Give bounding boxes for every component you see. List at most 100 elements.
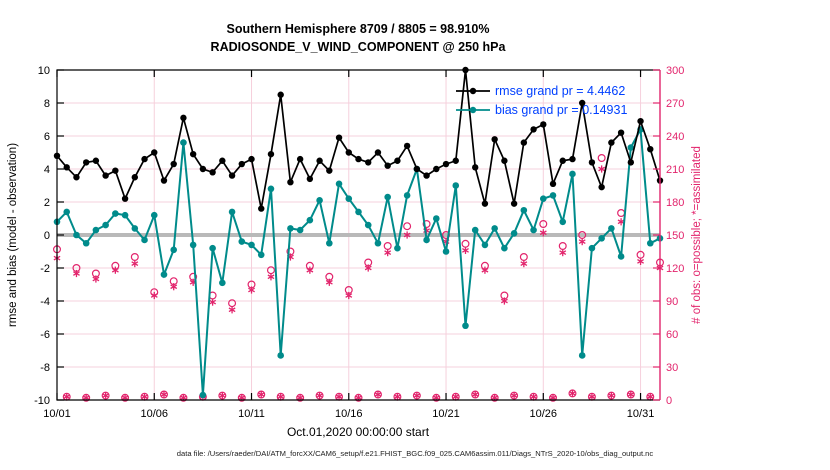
obs-assimilated-marker	[238, 395, 246, 401]
rmse-point	[345, 149, 352, 156]
obs-assimilated-marker	[179, 395, 187, 401]
bias-point	[141, 236, 148, 244]
right-tick-label: 270	[666, 98, 684, 110]
bias-point	[433, 215, 440, 222]
right-tick-label: 120	[666, 263, 684, 275]
x-tick-label: 10/06	[140, 408, 168, 420]
rmse-point	[238, 160, 245, 168]
rmse-point	[306, 175, 314, 183]
bias-point	[63, 208, 71, 216]
obs-possible-marker	[130, 253, 139, 262]
obs-assimilated-marker	[500, 298, 508, 304]
bias-point	[520, 206, 528, 214]
rmse-point	[73, 174, 80, 181]
bias-point	[471, 226, 479, 234]
obs-assimilated-marker	[228, 307, 236, 313]
rmse-point	[248, 155, 255, 163]
obs-possible-marker	[403, 222, 412, 231]
bias-point	[559, 218, 567, 226]
rmse-point	[403, 142, 411, 150]
obs-assimilated-marker	[452, 394, 460, 400]
rmse-point	[365, 159, 372, 166]
obs-assimilated-marker	[578, 239, 586, 244]
bias-point	[209, 244, 216, 252]
obs-assimilated-marker	[627, 392, 635, 397]
obs-assimilated-marker	[209, 299, 217, 305]
obs-assimilated-marker	[150, 293, 158, 298]
rmse-point	[151, 149, 158, 156]
bias-point	[189, 241, 197, 249]
rmse-point	[277, 91, 284, 98]
bias-point	[112, 210, 119, 217]
obs-assimilated-marker	[325, 279, 333, 285]
bias-point	[510, 230, 518, 237]
rmse-point	[491, 136, 498, 143]
rmse-point	[258, 205, 265, 212]
bias-point	[326, 239, 333, 247]
rmse-point	[228, 172, 236, 179]
rmse-point	[608, 139, 615, 146]
rmse-point	[617, 129, 625, 136]
obs-assimilated-marker	[306, 267, 314, 273]
bias-point	[73, 231, 80, 239]
obs-assimilated-marker	[607, 393, 615, 398]
obs-assimilated-marker	[471, 392, 479, 397]
rmse-point	[588, 159, 596, 166]
bias-point	[588, 244, 596, 252]
bias-point	[267, 185, 275, 193]
bias-point	[394, 244, 401, 252]
rmse-point	[219, 157, 226, 164]
obs-assimilated-marker	[63, 394, 71, 400]
rmse-point	[452, 157, 459, 164]
right-axis-label: # of obs: o=possible; *=assimilated	[691, 146, 703, 324]
left-tick-label: -6	[40, 329, 50, 341]
rmse-point	[326, 167, 333, 174]
bias-point	[82, 239, 90, 247]
rmse-point	[160, 177, 168, 184]
x-tick-label: 10/16	[335, 408, 363, 420]
bias-point	[364, 221, 372, 229]
right-tick-label: 300	[666, 65, 684, 77]
bias-point	[296, 226, 304, 234]
bias-point	[501, 244, 508, 252]
bias-point	[355, 208, 362, 216]
bias-point	[121, 211, 129, 219]
rmse-point	[189, 150, 197, 158]
obs-assimilated-marker	[598, 166, 606, 172]
rmse-point	[296, 155, 304, 163]
obs-assimilated-marker	[92, 276, 100, 282]
obs-assimilated-marker	[393, 394, 401, 400]
bias-point	[219, 279, 226, 287]
bias-point	[170, 246, 178, 254]
legend	[456, 87, 490, 114]
obs-assimilated-marker	[530, 394, 538, 400]
bias-point	[423, 236, 430, 244]
rmse-point	[530, 126, 537, 133]
bias-point	[102, 221, 109, 229]
obs-assimilated-marker	[111, 267, 119, 273]
bias-point	[569, 170, 576, 178]
right-tick-label: 60	[666, 329, 678, 341]
bias-point	[180, 139, 187, 146]
obs-assimilated-marker	[82, 395, 90, 401]
rmse-point	[209, 169, 216, 176]
bias-point	[539, 195, 547, 202]
obs-assimilated-marker	[374, 392, 382, 397]
rmse-point	[627, 159, 635, 166]
bias-series	[53, 125, 664, 399]
bias-point	[452, 182, 460, 189]
right-tick-label: 0	[666, 395, 672, 407]
rmse-point	[82, 159, 90, 166]
obs-assimilated-marker	[160, 392, 168, 397]
left-tick-label: 6	[44, 131, 50, 143]
bias-point	[228, 208, 236, 216]
rmse-point	[647, 146, 654, 153]
right-tick-label: 30	[666, 362, 678, 374]
rmse-point	[472, 164, 479, 171]
obs-assimilated-marker	[277, 394, 285, 400]
left-tick-label: -4	[40, 296, 50, 308]
obs-assimilated-marker	[316, 393, 324, 398]
left-tick-label: -10	[34, 395, 50, 407]
